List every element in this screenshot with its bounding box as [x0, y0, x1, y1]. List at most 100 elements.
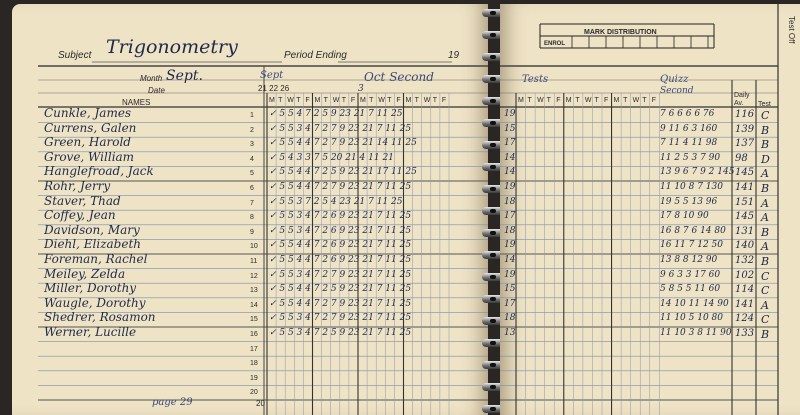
weekday-w: W	[632, 97, 640, 104]
left-dates: 21 22 26	[258, 84, 290, 93]
date-label: Date	[148, 86, 165, 95]
weekday-f: F	[603, 97, 609, 104]
weekday-w: W	[378, 97, 385, 104]
weekday-m: M	[360, 97, 366, 104]
row-number: 6	[250, 185, 254, 192]
weekday-t: T	[575, 97, 580, 104]
tests-entry: 14	[504, 255, 516, 265]
daily-average: 141	[735, 182, 755, 193]
student-name: Grove, William	[44, 149, 135, 164]
spiral-ring	[480, 338, 508, 348]
row-number: 1	[250, 112, 254, 119]
tests-entry: 19	[504, 240, 516, 251]
weekday-t: T	[432, 97, 438, 104]
tests-entry: 13	[504, 328, 516, 338]
weekday-w: W	[332, 97, 340, 104]
row-number: 3	[250, 141, 254, 149]
student-name: Green, Harold	[44, 135, 131, 150]
test-grade: C	[761, 109, 770, 122]
test-grade: C	[761, 313, 770, 327]
test-grade: C	[761, 269, 770, 283]
test-grade: B	[761, 225, 770, 239]
student-name: Shedrer, Rosamon	[44, 310, 156, 325]
daily-average: 145	[735, 167, 755, 179]
period-year: 19	[448, 50, 460, 61]
test-grade: B	[761, 182, 770, 195]
tests-entry: 17	[504, 138, 516, 149]
grade-entries: ✓ 5 5 4 4 7 2 5 9 23 21 17 11 25	[269, 167, 417, 178]
student-name: Foreman, Rachel	[44, 252, 148, 266]
weekday-m: M	[613, 97, 620, 104]
left-month-oct: Oct Second	[364, 70, 434, 84]
daily-average: 141	[735, 298, 755, 310]
spiral-ring	[480, 118, 508, 128]
row-number: 5	[250, 170, 254, 178]
weekday-t: T	[414, 97, 419, 104]
subject-label: Subject	[58, 50, 92, 61]
student-name: Waugle, Dorothy	[44, 295, 146, 310]
student-name: Meiley, Zelda	[44, 266, 126, 281]
row-number: 14	[250, 301, 258, 309]
daily-av-header: Daily Av.	[734, 92, 750, 107]
daily-average: 133	[735, 328, 755, 339]
student-name: Coffey, Jean	[44, 208, 116, 223]
grade-entries: ✓ 5 5 4 4 7 2 6 9 23 21 7 11 25	[269, 240, 412, 251]
right-quizz-label: Quizz	[660, 74, 689, 85]
daily-average: 116	[735, 109, 755, 120]
grade-entries: ✓ 5 5 3 4 7 2 6 9 23 21 7 11 25	[269, 211, 412, 222]
month-label: Month	[140, 74, 163, 83]
tests-entry: 14	[504, 167, 516, 178]
quiz-entries: 5 8 5 5 11 60	[660, 284, 721, 295]
row-number: 2	[250, 126, 254, 134]
daily-average: 139	[735, 123, 755, 135]
weekday-m: M	[405, 97, 412, 104]
student-name: Davidson, Mary	[44, 222, 140, 237]
quiz-entries: 16 11 7 12 50	[660, 240, 723, 251]
weekday-f: F	[396, 97, 401, 104]
student-name: Currens, Galen	[44, 120, 137, 135]
spiral-ring	[480, 74, 508, 84]
weekday-w: W	[537, 97, 544, 104]
test-grade: A	[761, 211, 769, 225]
tests-entry: 19	[504, 109, 516, 119]
grade-entries: ✓ 5 5 4 4 7 2 6 9 23 21 7 11 25	[269, 255, 412, 265]
daily-average: 98	[735, 152, 748, 164]
grade-entries: ✓ 5 4 3 3 7 5 20 21 4 11 21	[269, 152, 394, 163]
test-header: Test	[758, 101, 771, 108]
test-grade: A	[761, 298, 769, 312]
weekday-t: T	[527, 97, 532, 104]
tests-entry: 17	[504, 211, 516, 222]
tests-entry: 14	[504, 152, 516, 163]
student-name: Miller, Dorothy	[44, 281, 137, 296]
grade-entries: ✓ 5 5 4 4 7 2 7 9 23 21 7 11 25	[269, 182, 412, 192]
student-name: Hanglefroad, Jack	[44, 164, 154, 179]
weekday-w: W	[287, 97, 294, 104]
right-page: MARK DISTRIBUTION ENROL Test Off Tests Q…	[500, 4, 800, 415]
mark-distribution-title: MARK DISTRIBUTION	[584, 29, 657, 36]
weekday-t: T	[387, 97, 392, 104]
footer-page-note: page 29	[152, 397, 193, 408]
quiz-entries: 7 6 6 6 6 76	[660, 109, 715, 119]
names-header: NAMES	[122, 98, 151, 107]
spiral-ring	[480, 184, 508, 194]
spiral-ring	[480, 228, 508, 238]
weekday-t: T	[623, 97, 628, 104]
quiz-entries: 19 5 5 13 96	[660, 196, 718, 207]
daily-average: 124	[735, 313, 755, 325]
row-number: 19	[250, 374, 258, 382]
test-grade: A	[761, 240, 769, 254]
grade-entries: ✓ 5 5 3 4 7 2 7 9 23 21 7 11 25	[269, 269, 412, 280]
right-second-label: Second	[660, 86, 694, 96]
row-number: 16	[250, 331, 258, 338]
row-number: 13	[250, 287, 258, 295]
period-ending-label: Period Ending	[284, 50, 347, 61]
quiz-entries: 14 10 11 14 90	[660, 298, 729, 309]
subject-value: Trigonometry	[106, 36, 238, 58]
daily-average: 140	[735, 240, 755, 252]
student-name: Rohr, Jerry	[44, 179, 111, 193]
quiz-entries: 9 6 3 3 17 60	[660, 269, 721, 280]
daily-average: 102	[735, 269, 755, 281]
test-grade: B	[761, 138, 770, 152]
row-number: 7	[250, 199, 254, 207]
daily-average: 137	[735, 138, 755, 150]
